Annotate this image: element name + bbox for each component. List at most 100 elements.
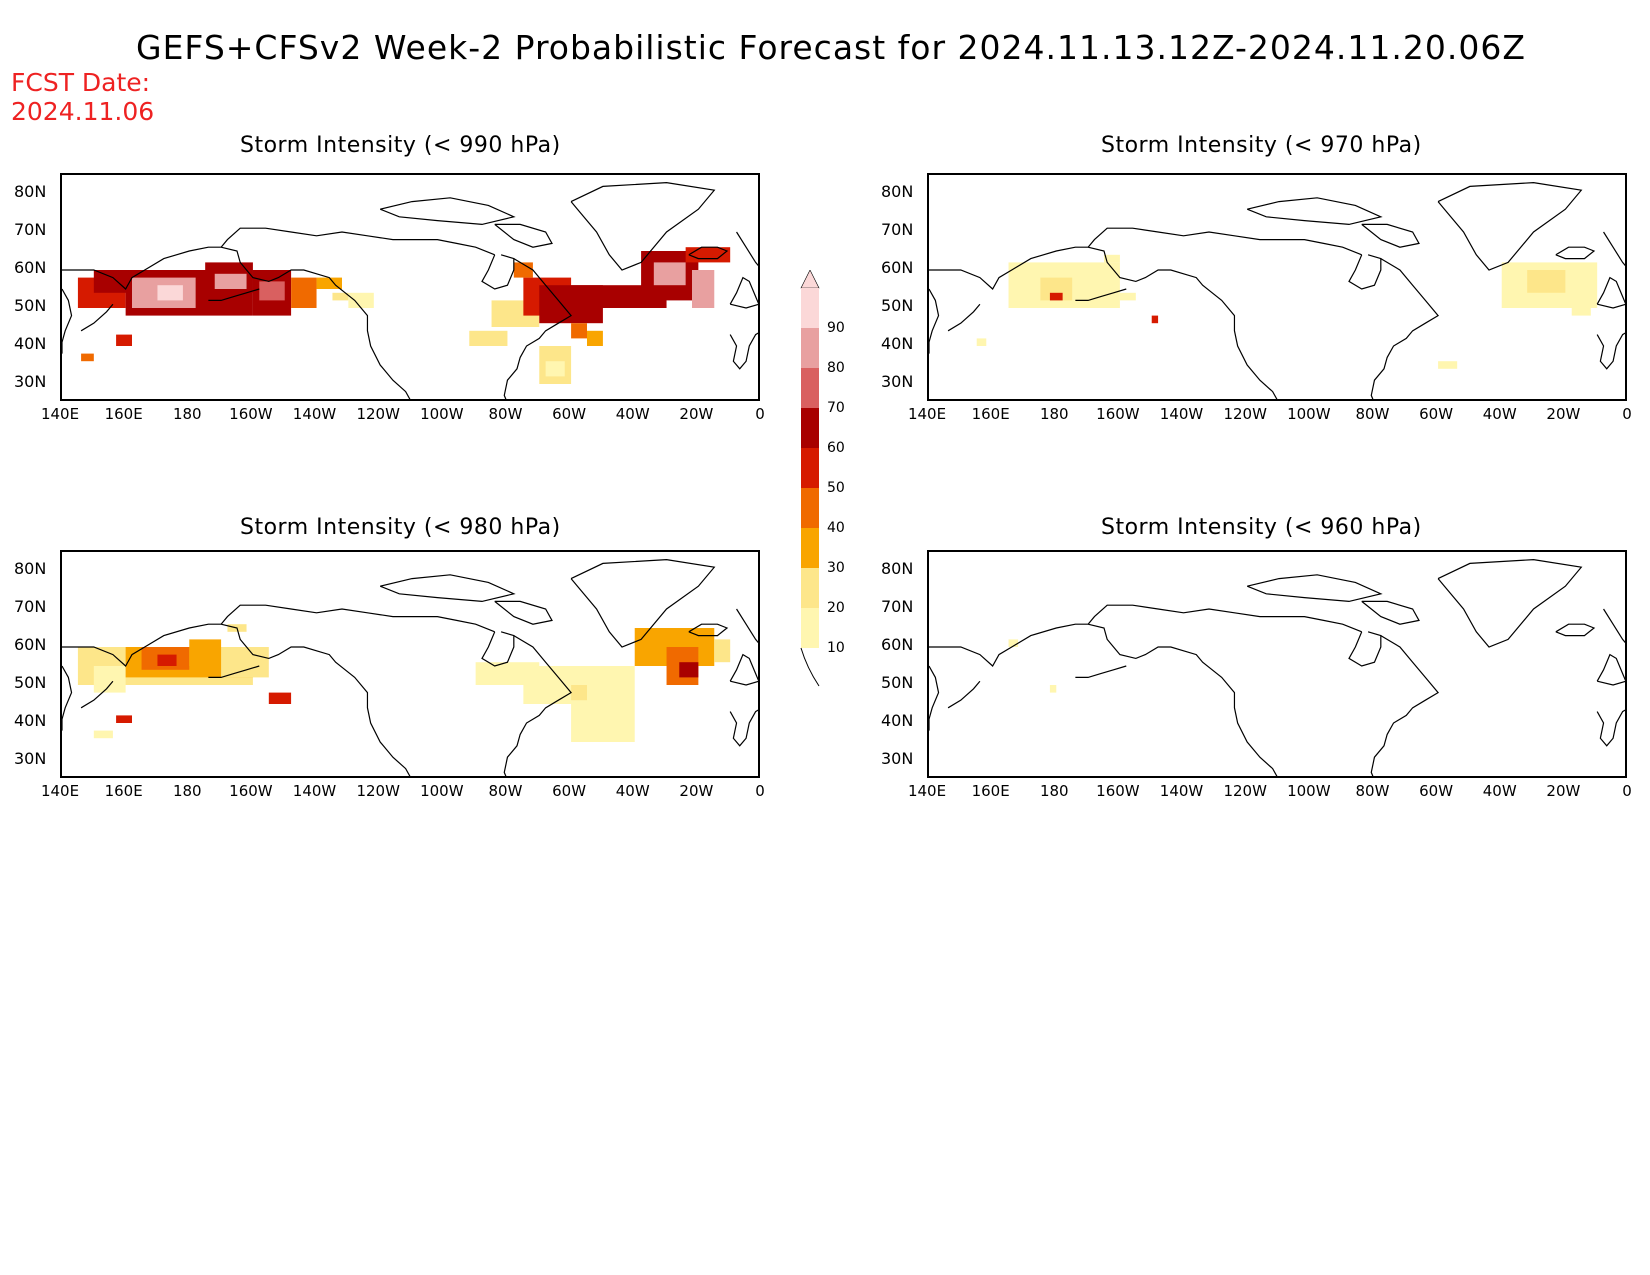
latitude-label: 70N — [14, 220, 47, 239]
colorbar-tick-label: 80 — [827, 360, 845, 376]
colorbar-bottom-tail — [800, 647, 820, 687]
latitude-label: 30N — [881, 749, 914, 768]
map-panel-990 — [60, 173, 760, 401]
map-panel-970 — [927, 173, 1627, 401]
longitude-label: 80W — [1355, 405, 1390, 423]
coastline — [947, 680, 981, 709]
longitude-label: 180 — [172, 405, 202, 423]
coastline — [1603, 608, 1625, 644]
coastline — [1348, 631, 1382, 667]
longitude-label: 160W — [229, 405, 273, 423]
map-canvas — [62, 558, 758, 776]
probability-patch — [1527, 270, 1566, 293]
coastline — [220, 604, 495, 633]
longitude-label: 180 — [172, 782, 202, 800]
coastline — [1246, 197, 1383, 226]
probability-patch — [571, 685, 587, 701]
longitude-label: 100W — [1287, 782, 1331, 800]
probability-patch — [221, 647, 269, 678]
probability-patch — [714, 639, 731, 663]
probability-patch — [157, 285, 183, 301]
coastline — [481, 631, 515, 667]
coastline — [379, 574, 516, 603]
probability-patch — [587, 330, 603, 346]
colorbar-tick-label: 50 — [827, 480, 845, 496]
colorbar-tick-label: 90 — [827, 320, 845, 336]
coastline — [503, 635, 573, 776]
probability-patch — [545, 361, 565, 377]
longitude-label: 120W — [1223, 405, 1267, 423]
coastline — [1246, 574, 1383, 603]
latitude-label: 50N — [14, 673, 47, 692]
probability-patch — [157, 654, 177, 666]
probability-patch — [475, 662, 540, 685]
colorbar-segment — [801, 328, 819, 368]
map-canvas — [62, 181, 758, 399]
coastline — [1596, 709, 1625, 747]
coastline — [62, 246, 222, 290]
longitude-label: 140E — [40, 405, 80, 423]
colorbar-segment — [801, 568, 819, 608]
longitude-label: 20W — [679, 782, 714, 800]
forecast-date-label: FCST Date: 2024.11.06 — [11, 68, 155, 126]
probability-patch — [1119, 292, 1136, 301]
coastline — [929, 288, 940, 354]
coastline — [736, 231, 758, 267]
probability-patch — [93, 666, 126, 693]
coastline — [80, 303, 114, 332]
colorbar-segment — [801, 408, 819, 448]
panel-title-960: Storm Intensity (< 960 hPa) — [1101, 515, 1422, 540]
coastline — [1087, 604, 1362, 633]
latitude-label: 80N — [881, 182, 914, 201]
coastline — [62, 288, 73, 354]
panel-title-990: Storm Intensity (< 990 hPa) — [240, 133, 561, 158]
panel-title-980: Storm Intensity (< 980 hPa) — [240, 515, 561, 540]
coastline — [736, 608, 758, 644]
probability-patch — [1008, 639, 1019, 647]
colorbar-segment — [801, 368, 819, 408]
coastline — [729, 653, 758, 686]
latitude-label: 70N — [14, 597, 47, 616]
colorbar-segment — [801, 528, 819, 568]
coastline — [1555, 623, 1596, 637]
latitude-label: 30N — [14, 372, 47, 391]
map-canvas — [929, 558, 1625, 776]
longitude-label: 140E — [40, 782, 80, 800]
longitude-label: 20W — [1546, 405, 1581, 423]
coastline — [929, 665, 940, 731]
probability-patch — [692, 270, 715, 308]
coastline — [729, 276, 758, 309]
latitude-label: 80N — [14, 559, 47, 578]
coastline — [1437, 558, 1583, 648]
probability-patch — [214, 273, 247, 289]
longitude-label: 120W — [356, 782, 400, 800]
latitude-label: 70N — [881, 597, 914, 616]
longitude-label: 180 — [1039, 782, 1069, 800]
coastline — [729, 332, 758, 370]
probability-patch — [679, 662, 699, 678]
coastline — [929, 246, 1089, 290]
longitude-label: 160W — [1096, 782, 1140, 800]
coastline — [62, 665, 73, 731]
longitude-label: 0 — [755, 782, 765, 800]
coastline — [494, 223, 553, 248]
coastline — [1596, 653, 1625, 686]
probability-patch — [1151, 315, 1159, 324]
longitude-label: 40W — [1482, 405, 1517, 423]
longitude-label: 20W — [1546, 782, 1581, 800]
colorbar-tick-label: 30 — [827, 560, 845, 576]
latitude-label: 50N — [881, 673, 914, 692]
coastline — [929, 623, 1089, 667]
longitude-label: 160E — [971, 782, 1010, 800]
longitude-label: 160E — [104, 405, 143, 423]
latitude-label: 30N — [881, 372, 914, 391]
coastline — [62, 623, 222, 667]
coastline — [481, 254, 515, 290]
latitude-label: 60N — [14, 635, 47, 654]
longitude-label: 80W — [488, 782, 523, 800]
probability-patch — [93, 730, 113, 739]
coastline — [1087, 623, 1278, 776]
coastline — [1348, 254, 1382, 290]
probability-patch — [268, 692, 292, 704]
longitude-label: 60W — [1419, 405, 1454, 423]
